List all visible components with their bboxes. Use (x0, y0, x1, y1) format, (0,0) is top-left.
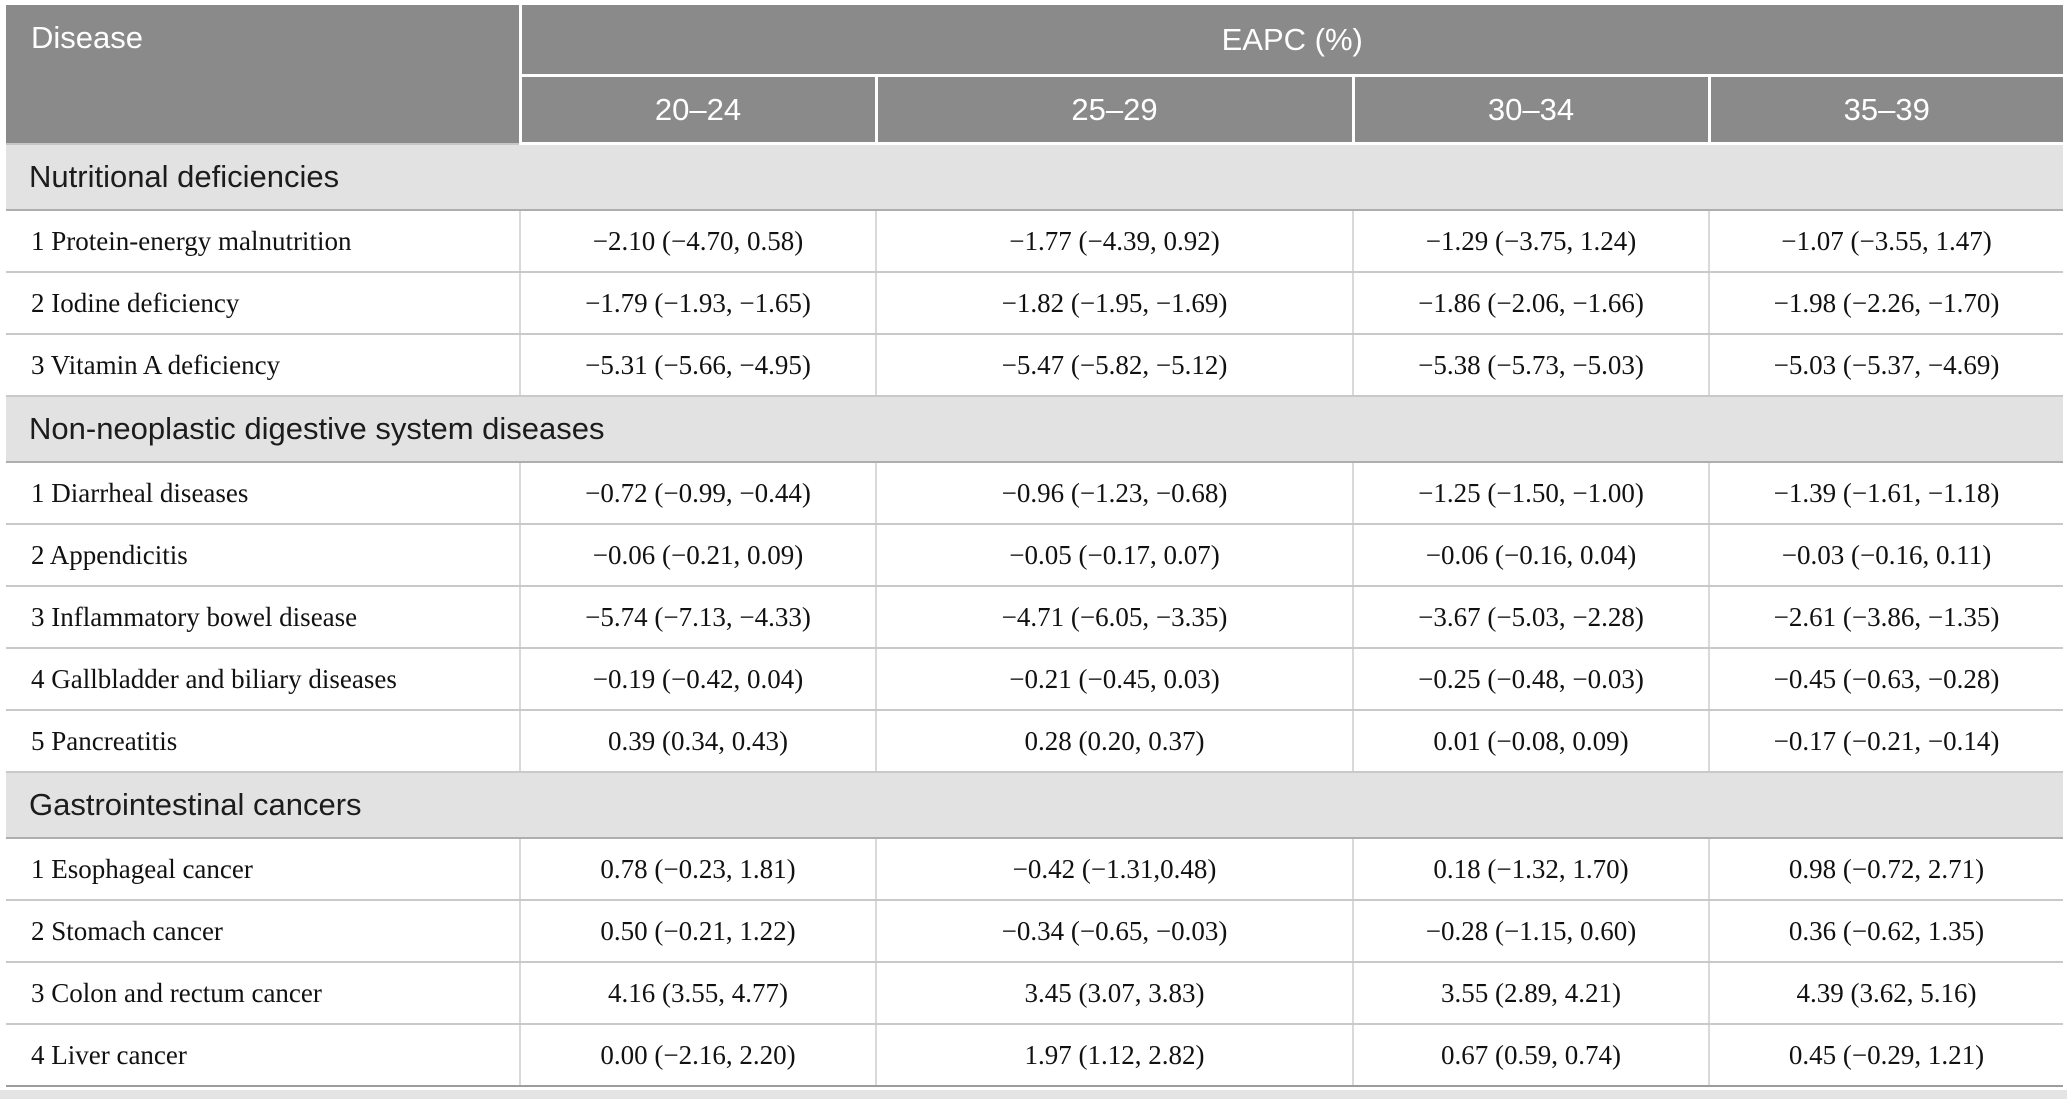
disease-name-cell: 1 Esophageal cancer (6, 838, 520, 901)
eapc-value-cell: 0.50 (−0.21, 1.22) (519, 900, 876, 963)
eapc-value-cell: 4.39 (3.62, 5.16) (1708, 962, 2063, 1025)
eapc-value-cell: −0.05 (−0.17, 0.07) (875, 524, 1353, 587)
eapc-value-cell: 0.78 (−0.23, 1.81) (519, 838, 876, 901)
eapc-value-cell: 0.45 (−0.29, 1.21) (1708, 1024, 2063, 1087)
eapc-value-cell: −1.29 (−3.75, 1.24) (1352, 210, 1709, 273)
eapc-value-cell: −1.77 (−4.39, 0.92) (875, 210, 1353, 273)
eapc-value-cell: −0.34 (−0.65, −0.03) (875, 900, 1353, 963)
eapc-value-cell: −0.25 (−0.48, −0.03) (1352, 648, 1709, 711)
eapc-value-cell: −0.19 (−0.42, 0.04) (519, 648, 876, 711)
eapc-value-cell: −5.38 (−5.73, −5.03) (1352, 334, 1709, 397)
section-row: Gastrointestinal cancers (6, 771, 2063, 839)
eapc-value-cell: −5.47 (−5.82, −5.12) (875, 334, 1353, 397)
bottom-strip (0, 1090, 2067, 1099)
section-header-gastrointestinal-cancers: Gastrointestinal cancers (6, 771, 2063, 839)
header-row-ages: 20–24 25–29 30–34 35–39 (6, 75, 2063, 145)
table-row: 4 Gallbladder and biliary diseases −0.19… (6, 648, 2063, 711)
eapc-value-cell: −2.61 (−3.86, −1.35) (1708, 586, 2063, 649)
eapc-table: Disease EAPC (%) 20–24 25–29 30–34 35–39… (6, 5, 2063, 1087)
eapc-value-cell: −0.21 (−0.45, 0.03) (875, 648, 1353, 711)
table-row: 5 Pancreatitis 0.39 (0.34, 0.43) 0.28 (0… (6, 710, 2063, 773)
eapc-value-cell: 0.39 (0.34, 0.43) (519, 710, 876, 773)
header-row-group: Disease EAPC (%) (6, 5, 2063, 144)
eapc-value-cell: 0.00 (−2.16, 2.20) (519, 1024, 876, 1087)
eapc-value-cell: 0.98 (−0.72, 2.71) (1708, 838, 2063, 901)
eapc-value-cell: −0.28 (−1.15, 0.60) (1352, 900, 1709, 963)
eapc-value-cell: 0.28 (0.20, 0.37) (875, 710, 1353, 773)
table-row: 1 Esophageal cancer 0.78 (−0.23, 1.81) −… (6, 838, 2063, 901)
disease-name-cell: 5 Pancreatitis (6, 710, 520, 773)
eapc-value-cell: −4.71 (−6.05, −3.35) (875, 586, 1353, 649)
eapc-value-cell: 4.16 (3.55, 4.77) (519, 962, 876, 1025)
disease-name-cell: 2 Stomach cancer (6, 900, 520, 963)
eapc-value-cell: −0.17 (−0.21, −0.14) (1708, 710, 2063, 773)
disease-name-cell: 1 Protein-energy malnutrition (6, 210, 520, 273)
table-row: 3 Inflammatory bowel disease −5.74 (−7.1… (6, 586, 2063, 649)
disease-name-cell: 4 Liver cancer (6, 1024, 520, 1087)
eapc-value-cell: −5.31 (−5.66, −4.95) (519, 334, 876, 397)
eapc-value-cell: −0.45 (−0.63, −0.28) (1708, 648, 2063, 711)
eapc-value-cell: 1.97 (1.12, 2.82) (875, 1024, 1353, 1087)
eapc-value-cell: −1.79 (−1.93, −1.65) (519, 272, 876, 335)
eapc-value-cell: −1.86 (−2.06, −1.66) (1352, 272, 1709, 335)
disease-name-cell: 3 Inflammatory bowel disease (6, 586, 520, 649)
section-header-non-neoplastic: Non-neoplastic digestive system diseases (6, 395, 2063, 463)
table-row: 2 Appendicitis −0.06 (−0.21, 0.09) −0.05… (6, 524, 2063, 587)
table-row: 3 Vitamin A deficiency −5.31 (−5.66, −4.… (6, 334, 2063, 397)
eapc-value-cell: 0.01 (−0.08, 0.09) (1352, 710, 1709, 773)
eapc-value-cell: −0.06 (−0.21, 0.09) (519, 524, 876, 587)
table-row: 2 Iodine deficiency −1.79 (−1.93, −1.65)… (6, 272, 2063, 335)
section-row: Nutritional deficiencies (6, 142, 2063, 211)
eapc-value-cell: −3.67 (−5.03, −2.28) (1352, 586, 1709, 649)
table-row: 3 Colon and rectum cancer 4.16 (3.55, 4.… (6, 962, 2063, 1025)
eapc-value-cell: −0.96 (−1.23, −0.68) (875, 462, 1353, 525)
eapc-value-cell: −0.42 (−1.31,0.48) (875, 838, 1353, 901)
eapc-value-cell: −1.39 (−1.61, −1.18) (1708, 462, 2063, 525)
table-row: 1 Protein-energy malnutrition −2.10 (−4.… (6, 210, 2063, 273)
disease-name-cell: 3 Colon and rectum cancer (6, 962, 520, 1025)
table-row: 2 Stomach cancer 0.50 (−0.21, 1.22) −0.3… (6, 900, 2063, 963)
eapc-value-cell: 0.18 (−1.32, 1.70) (1352, 838, 1709, 901)
col-header-age-30-34: 30–34 (1351, 75, 1709, 145)
eapc-value-cell: −0.06 (−0.16, 0.04) (1352, 524, 1709, 587)
eapc-group-header: EAPC (%) (520, 5, 2063, 77)
disease-name-cell: 2 Iodine deficiency (6, 272, 520, 335)
disease-column-header: Disease (6, 5, 522, 144)
eapc-value-cell: −5.74 (−7.13, −4.33) (519, 586, 876, 649)
table-row: 4 Liver cancer 0.00 (−2.16, 2.20) 1.97 (… (6, 1024, 2063, 1087)
table-row: 1 Diarrheal diseases −0.72 (−0.99, −0.44… (6, 462, 2063, 525)
disease-name-cell: 4 Gallbladder and biliary diseases (6, 648, 520, 711)
col-header-age-20-24: 20–24 (520, 75, 876, 145)
eapc-value-cell: −1.25 (−1.50, −1.00) (1352, 462, 1709, 525)
section-header-nutritional-deficiencies: Nutritional deficiencies (6, 142, 2063, 211)
section-row: Non-neoplastic digestive system diseases (6, 395, 2063, 463)
eapc-value-cell: −1.98 (−2.26, −1.70) (1708, 272, 2063, 335)
eapc-value-cell: −1.82 (−1.95, −1.69) (875, 272, 1353, 335)
eapc-value-cell: 0.36 (−0.62, 1.35) (1708, 900, 2063, 963)
eapc-value-cell: −2.10 (−4.70, 0.58) (519, 210, 876, 273)
eapc-value-cell: 0.67 (0.59, 0.74) (1352, 1024, 1709, 1087)
col-header-age-35-39: 35–39 (1707, 75, 2063, 145)
disease-name-cell: 3 Vitamin A deficiency (6, 334, 520, 397)
eapc-value-cell: −5.03 (−5.37, −4.69) (1708, 334, 2063, 397)
eapc-value-cell: −1.07 (−3.55, 1.47) (1708, 210, 2063, 273)
eapc-value-cell: −0.72 (−0.99, −0.44) (519, 462, 876, 525)
eapc-value-cell: −0.03 (−0.16, 0.11) (1708, 524, 2063, 587)
eapc-value-cell: 3.55 (2.89, 4.21) (1352, 962, 1709, 1025)
col-header-age-25-29: 25–29 (874, 75, 1353, 145)
eapc-value-cell: 3.45 (3.07, 3.83) (875, 962, 1353, 1025)
disease-name-cell: 1 Diarrheal diseases (6, 462, 520, 525)
disease-name-cell: 2 Appendicitis (6, 524, 520, 587)
